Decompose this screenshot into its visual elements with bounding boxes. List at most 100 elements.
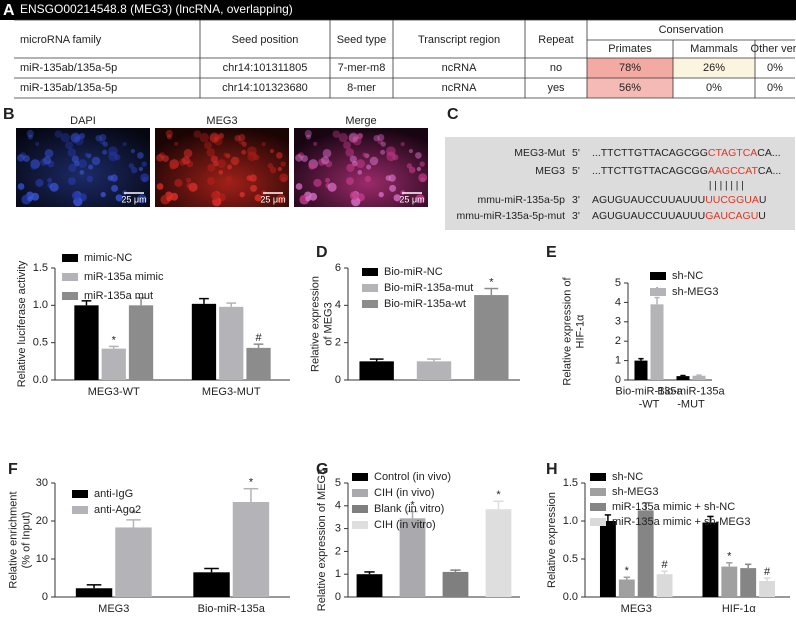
strand: 5'	[572, 147, 580, 159]
significance-mark: *	[112, 334, 117, 346]
cell-dot	[241, 150, 246, 155]
cell-dot	[278, 167, 282, 171]
column-header: Repeat	[538, 34, 573, 46]
cell-dot	[174, 142, 178, 146]
cell-dot	[30, 163, 36, 169]
y-tick-label: 4	[335, 299, 341, 311]
column-header: Seed position	[232, 34, 299, 46]
y-tick-label: 20	[36, 515, 48, 527]
cell-dot	[186, 178, 191, 183]
strand: 5'	[572, 165, 580, 177]
cell-dot	[102, 150, 107, 155]
cell-dot	[234, 135, 240, 141]
image-title: MEG3	[206, 115, 237, 127]
y-tick-label: 6	[335, 262, 341, 274]
sequence: ...TTCTTGTTACAGCGGAAGCCATCA...	[592, 165, 781, 177]
cell-dot	[49, 183, 58, 192]
strand: 3'	[572, 210, 580, 222]
cell-dot	[301, 155, 308, 162]
cell-dot	[184, 149, 193, 158]
bar	[634, 361, 647, 380]
legend-label: miR-135a mut	[84, 290, 153, 302]
panel-label: C	[447, 106, 459, 123]
bar	[359, 361, 393, 380]
bar	[192, 304, 216, 380]
cell-dot	[167, 134, 172, 139]
y-tick-label: 2	[615, 335, 621, 347]
cell-dot	[296, 183, 303, 190]
sequence-part: GAUCAGU	[705, 210, 758, 222]
bar	[721, 567, 737, 597]
table-cell: 8-mer	[347, 82, 376, 94]
x-tick-label: MEG3-WT	[88, 386, 140, 398]
bar	[417, 361, 451, 380]
cell-dot	[210, 133, 220, 143]
sequence-name: mmu-miR-135a-5p	[477, 194, 565, 206]
cell-dot	[157, 183, 164, 190]
cell-dot	[35, 179, 43, 187]
bar	[233, 502, 269, 597]
cell-dot	[270, 149, 274, 153]
cell-dot	[313, 179, 321, 187]
column-header: Seed type	[337, 34, 387, 46]
panel-label: A	[3, 2, 15, 19]
cell-dot	[194, 130, 202, 138]
cell-dot	[207, 177, 215, 185]
cell-dot	[262, 142, 266, 146]
cell-dot	[55, 130, 63, 138]
table-cell: ncRNA	[442, 82, 478, 94]
sequence-name: mmu-miR-135a-5p-mut	[456, 210, 565, 222]
legend-swatch	[352, 505, 368, 513]
cell-dot	[306, 134, 311, 139]
table-cell: miR-135ab/135a-5p	[20, 82, 117, 94]
cell-dot	[68, 177, 76, 185]
cell-dot	[349, 133, 359, 143]
cell-dot	[270, 167, 277, 174]
cell-dot	[389, 185, 396, 192]
column-header: microRNA family	[20, 34, 102, 46]
bar	[74, 305, 98, 380]
table-cell: chr14:101323680	[222, 82, 308, 94]
cell-dot	[365, 176, 371, 182]
cell-dot	[323, 149, 332, 158]
table-cell: yes	[547, 82, 565, 94]
significance-mark: *	[496, 489, 501, 501]
cell-dot	[137, 152, 144, 159]
scale-label: 25 μm	[121, 194, 146, 204]
cell-dot	[250, 185, 257, 192]
bar	[219, 307, 243, 380]
micrograph: 25 μm	[294, 128, 428, 207]
cell-dot	[350, 191, 358, 199]
bar	[129, 305, 153, 380]
y-tick-label: 10	[36, 553, 48, 565]
legend-label: Bio-miR-135a-wt	[384, 298, 466, 310]
panel-label: D	[316, 244, 328, 261]
legend-swatch	[72, 506, 88, 514]
cell-dot	[226, 176, 232, 182]
bar	[657, 574, 673, 597]
cell-dot	[242, 142, 247, 147]
cell-dot	[417, 167, 421, 171]
sequence-part: U	[758, 210, 766, 222]
cell-dot	[309, 193, 317, 201]
y-tick-label: 1	[615, 355, 621, 367]
legend-label: anti-Ago2	[94, 504, 141, 516]
y-tick-label: 4	[615, 296, 621, 308]
sequence-name: MEG3	[535, 165, 565, 177]
cell-dot	[88, 165, 93, 170]
cell-dot	[419, 161, 424, 166]
cell-dot	[35, 142, 39, 146]
cell-dot	[357, 170, 362, 175]
micrograph: 25 μm	[16, 128, 150, 207]
legend-swatch	[62, 254, 78, 262]
legend-label: miR-135a mimic + sh-MEG3	[612, 516, 750, 528]
table-cell: 78%	[619, 62, 641, 74]
cell-dot	[68, 164, 76, 172]
y-tick-label: 3	[615, 316, 621, 328]
cell-dot	[350, 156, 357, 163]
bar	[474, 295, 508, 380]
cell-dot	[139, 167, 143, 171]
sequence-name: MEG3-Mut	[514, 147, 565, 159]
cell-dot	[308, 163, 314, 169]
sequence: AGUGUAUCCUUAUUUGAUCAGUU	[592, 210, 766, 222]
